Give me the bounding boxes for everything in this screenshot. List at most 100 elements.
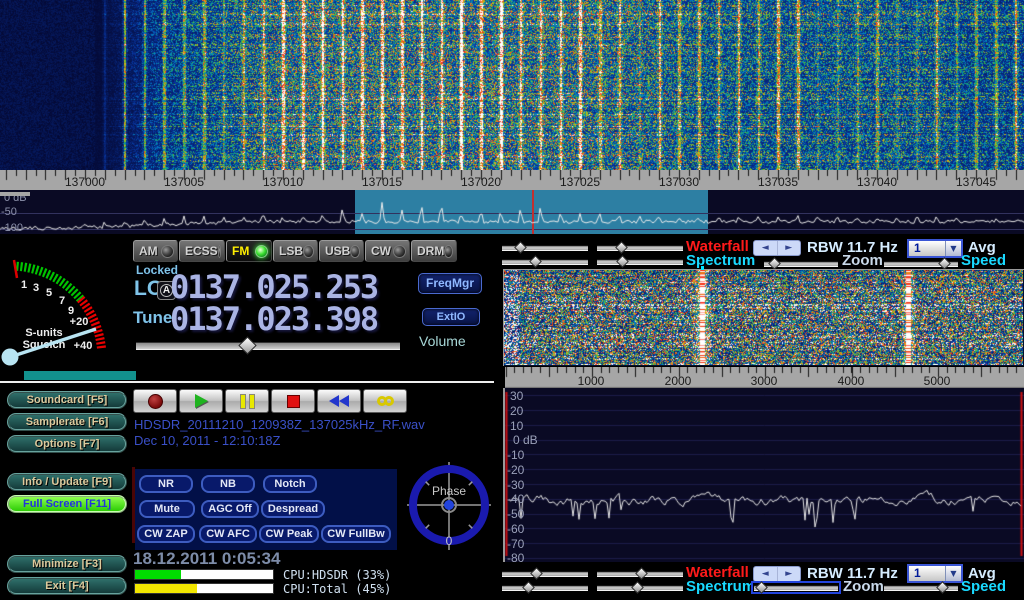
pause-icon (239, 393, 255, 409)
mode-led-icon (393, 244, 406, 258)
top-rbw-spinner[interactable]: ◄ ► (753, 240, 801, 256)
cpu-total-label: CPU:Total (45%) (283, 582, 392, 596)
bottom-waterfall-contrast-slider[interactable] (597, 567, 683, 580)
mode-am-button[interactable]: AM (133, 240, 178, 262)
rdb-label: -80 (507, 551, 525, 565)
loop-button[interactable] (363, 389, 407, 413)
squelch-level-bar[interactable] (24, 371, 136, 380)
rdb-label: -70 (507, 537, 525, 551)
fullscreen-button[interactable]: Full Screen [F11] (7, 495, 127, 513)
main-waterfall-display[interactable] (0, 0, 1024, 170)
volume-slider-track[interactable] (136, 342, 400, 350)
bottom-zoom-slider[interactable] (754, 581, 838, 594)
volume-slider[interactable] (136, 336, 400, 355)
volume-slider-thumb[interactable] (238, 336, 257, 355)
cw-zap-button[interactable]: CW ZAP (137, 525, 195, 543)
bottom-speed-label: Speed (961, 578, 1007, 595)
rdb-label: -50 (507, 507, 525, 521)
audio-frequency-scale[interactable] (505, 367, 1024, 388)
freq-tick-label: 137015 (361, 175, 403, 189)
despread-button[interactable]: Despread (261, 500, 325, 518)
dropdown-arrow-icon[interactable]: ▼ (945, 566, 961, 581)
phase-value: 0 (446, 534, 453, 548)
soundcard-button[interactable]: Soundcard [F5] (7, 391, 127, 409)
nb-button[interactable]: NB (201, 475, 255, 493)
phase-dot-icon (444, 500, 454, 510)
freqmgr-button[interactable]: FreqMgr (418, 273, 482, 294)
s-meter-tick: 9 (68, 305, 74, 317)
main-frequency-scale[interactable] (0, 170, 1024, 192)
main-spectrum-trace (0, 190, 1024, 234)
mute-button[interactable]: Mute (139, 500, 195, 518)
nr-button[interactable]: NR (139, 475, 193, 493)
record-button[interactable] (133, 389, 177, 413)
top-waterfall-contrast-slider[interactable] (597, 241, 683, 254)
top-spectrum-brightness-slider[interactable] (502, 255, 588, 268)
cw-afc-button[interactable]: CW AFC (199, 525, 257, 543)
play-button[interactable] (179, 389, 223, 413)
rewind-button[interactable] (317, 389, 361, 413)
divider (0, 381, 494, 383)
mode-label: ECSS (185, 244, 218, 258)
info-update-button[interactable]: Info / Update [F9] (7, 473, 127, 491)
freq-tick-label: 137040 (856, 175, 898, 189)
cw-peak-button[interactable]: CW Peak (259, 525, 319, 543)
spinner-right-arrow-icon[interactable]: ► (785, 243, 793, 253)
dropdown-arrow-icon[interactable]: ▼ (945, 241, 961, 256)
pause-button[interactable] (225, 389, 269, 413)
mode-led-icon (217, 244, 221, 258)
minimize-button[interactable]: Minimize [F3] (7, 555, 127, 573)
s-meter: 1 3 5 7 9 +20 +40 S-units Squelch (1, 259, 106, 366)
top-avg-select[interactable]: 1 ▼ (907, 239, 963, 258)
bottom-speed-slider[interactable] (884, 581, 958, 594)
top-waterfall-brightness-slider[interactable] (502, 241, 588, 254)
rdb-label: -40 (507, 492, 525, 506)
phase-label: Phase (432, 484, 466, 498)
extio-button[interactable]: ExtIO (422, 308, 480, 326)
exit-button[interactable]: Exit [F4] (7, 577, 127, 595)
mode-usb-button[interactable]: USB (319, 240, 364, 262)
options-button[interactable]: Options [F7] (7, 435, 127, 453)
cpu-total-fill (135, 584, 198, 593)
mode-cw-button[interactable]: CW (365, 240, 410, 262)
top-spectrum-contrast-slider[interactable] (597, 255, 683, 268)
main-spectrum-display[interactable]: 0 dB -50 -100 (0, 190, 1024, 234)
lo-auto-icon[interactable]: A (157, 281, 176, 300)
top-speed-slider[interactable] (884, 257, 958, 270)
tune-frequency-display[interactable]: 0137.023.398 (170, 300, 379, 338)
bottom-waterfall-brightness-slider[interactable] (502, 567, 588, 580)
mode-lsb-button[interactable]: LSB (273, 240, 318, 262)
cw-fullbw-button[interactable]: CW FullBw (321, 525, 391, 543)
mode-drm-button[interactable]: DRM (411, 240, 457, 262)
freq-tick-label: 137025 (559, 175, 601, 189)
mode-fm-button[interactable]: FM (226, 240, 272, 262)
transport-bar (133, 389, 407, 413)
freq-tick-label: 137020 (460, 175, 502, 189)
bottom-avg-select[interactable]: 1 ▼ (907, 564, 963, 583)
agc-off-button[interactable]: AGC Off (201, 500, 259, 518)
bottom-spectrum-brightness-slider[interactable] (502, 581, 588, 594)
freq-tick-label: 137045 (955, 175, 997, 189)
mode-label: LSB (279, 244, 303, 258)
freq-tick-label: 137010 (262, 175, 304, 189)
bottom-rbw-spinner[interactable]: ◄ ► (753, 566, 801, 582)
mode-led-icon (444, 244, 453, 258)
samplerate-button[interactable]: Samplerate [F6] (7, 413, 127, 431)
mode-ecss-button[interactable]: ECSS (179, 240, 225, 262)
mode-led-icon (255, 244, 268, 258)
lo-frequency-display[interactable]: 0137.025.253 (170, 268, 379, 306)
audio-waterfall-display[interactable] (504, 270, 1023, 365)
spinner-left-arrow-icon[interactable]: ◄ (754, 567, 778, 581)
spinner-left-arrow-icon[interactable]: ◄ (754, 241, 778, 255)
bottom-spectrum-contrast-slider[interactable] (597, 581, 683, 594)
rdb-label: 20 (510, 404, 524, 418)
rdb-label: 30 (510, 389, 524, 403)
spinner-right-arrow-icon[interactable]: ► (785, 569, 793, 579)
mode-led-icon (303, 244, 314, 258)
notch-button[interactable]: Notch (263, 475, 317, 493)
stop-button[interactable] (271, 389, 315, 413)
audio-tick-label: 3000 (750, 374, 778, 388)
top-avg-label: Avg (968, 239, 996, 256)
top-zoom-slider[interactable] (764, 257, 838, 270)
